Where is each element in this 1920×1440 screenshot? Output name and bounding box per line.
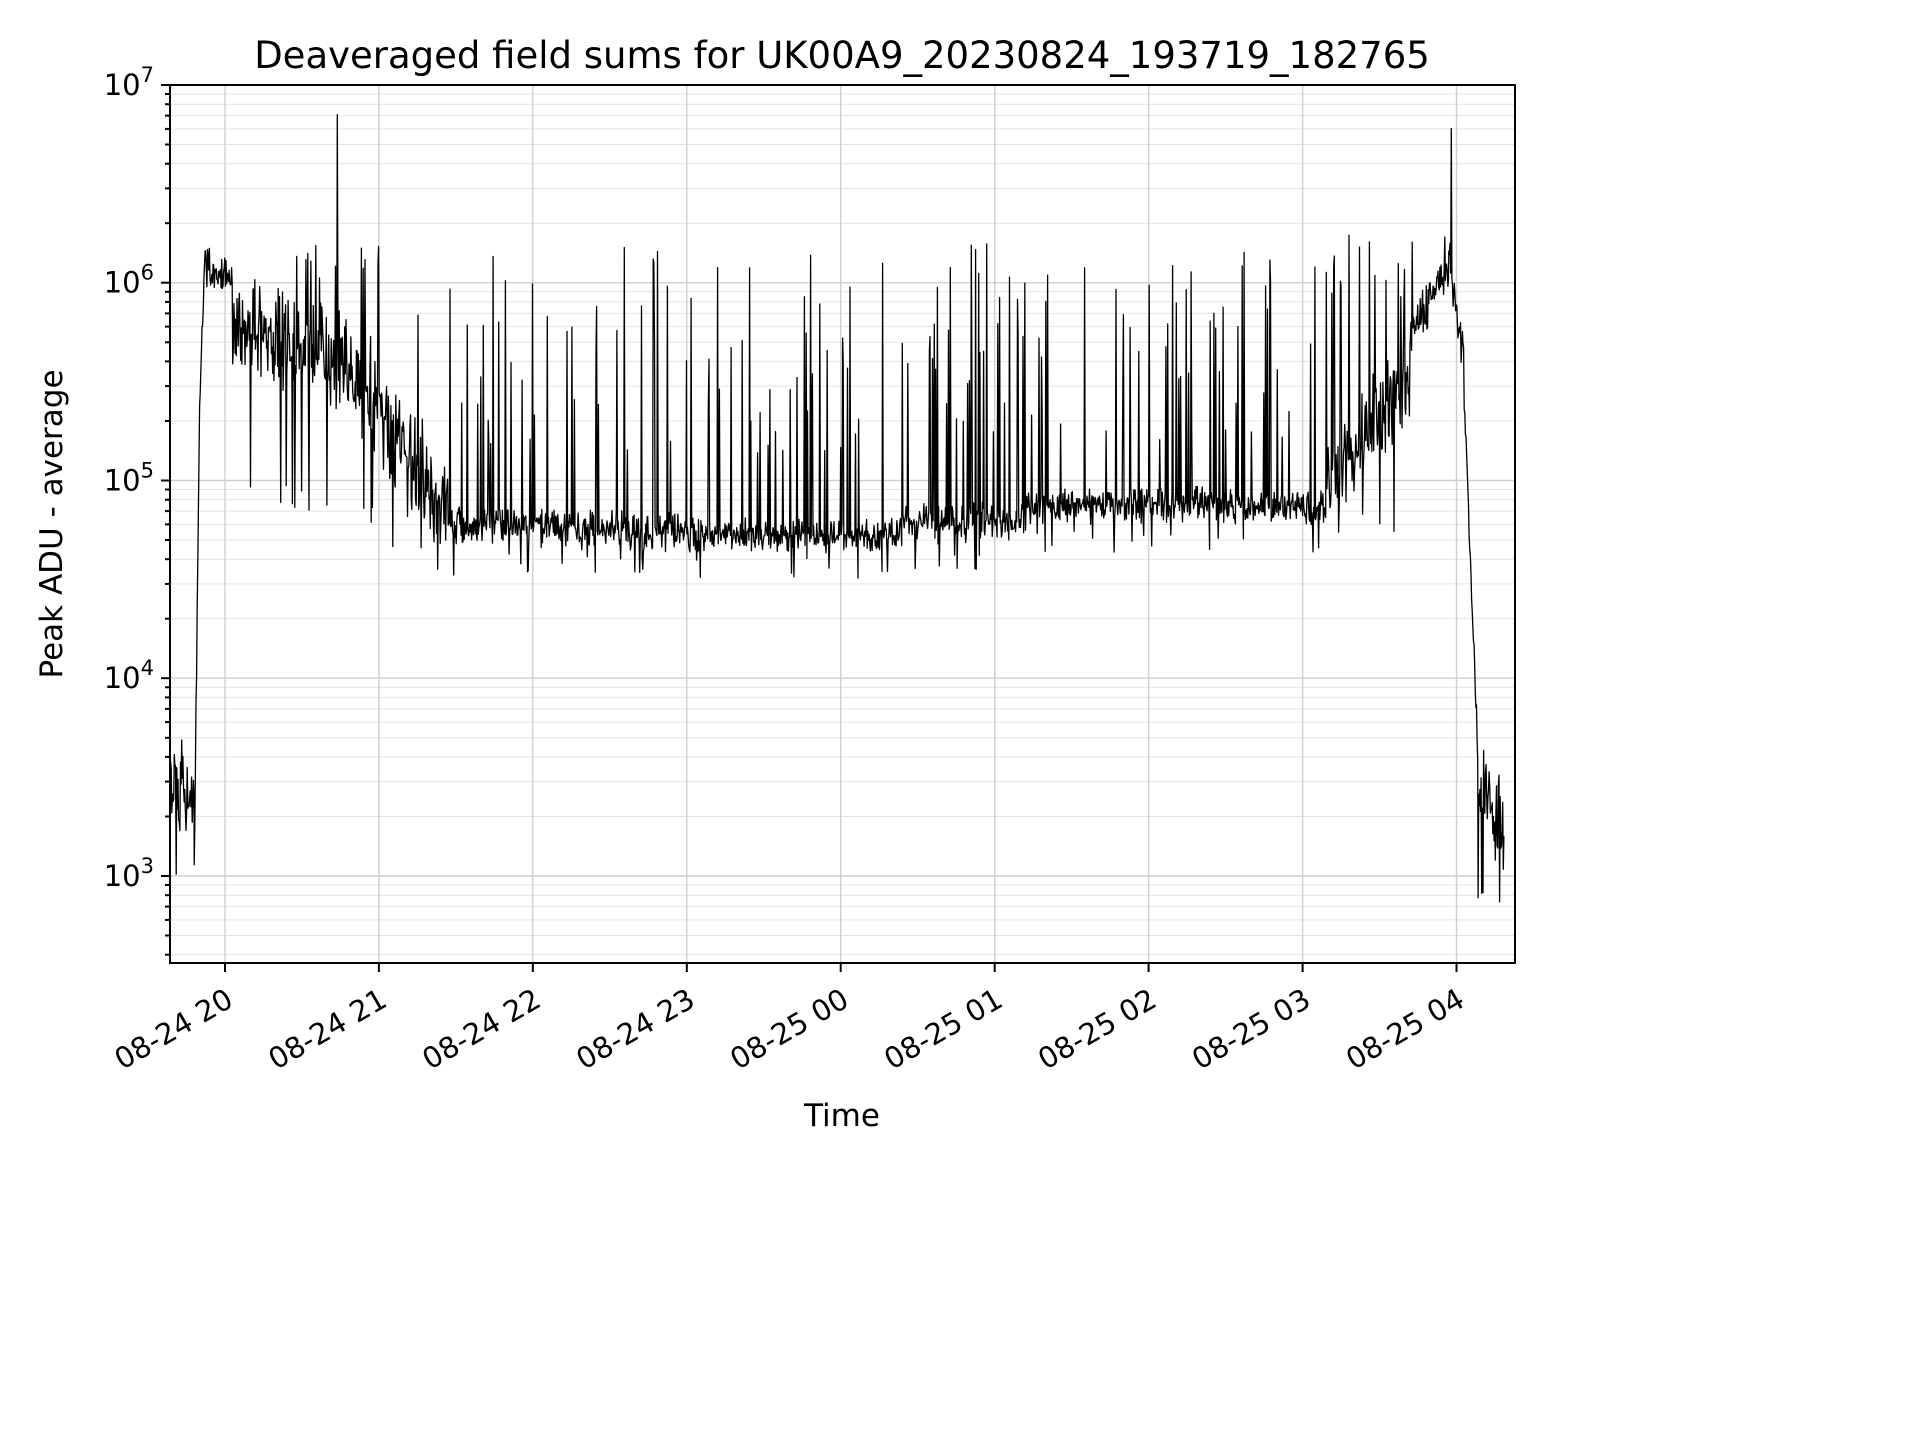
y-tick-label: 105	[104, 459, 154, 498]
y-tick-label: 104	[104, 656, 154, 695]
series-line	[170, 114, 1505, 903]
y-tick-label: 103	[104, 854, 154, 893]
y-tick-label: 107	[104, 63, 154, 102]
x-tick-label: 08-25 02	[1032, 982, 1162, 1077]
x-tick-labels: 08-24 20 08-24 21 08-24 22 08-24 23 08-25 00…	[109, 982, 1470, 1077]
chart-title: Deaveraged field sums for UK00A9_2023082…	[254, 34, 1430, 77]
x-tick-label: 08-24 23	[570, 982, 700, 1077]
x-axis-label: Time	[804, 1098, 880, 1134]
x-tick-label: 08-24 21	[262, 982, 392, 1077]
x-tick-label: 08-25 04	[1340, 982, 1470, 1077]
x-tick-label: 08-24 20	[109, 982, 239, 1077]
tick-marks	[161, 84, 1458, 972]
y-tick-label: 106	[104, 261, 154, 300]
x-tick-label: 08-25 03	[1186, 982, 1316, 1077]
y-tick-labels: 103 104 105 106 107	[104, 63, 154, 893]
x-tick-label: 08-25 00	[724, 982, 854, 1077]
x-tick-label: 08-24 22	[416, 982, 546, 1077]
y-axis-label: Peak ADU - average	[34, 369, 70, 679]
x-tick-label: 08-25 01	[878, 982, 1008, 1077]
